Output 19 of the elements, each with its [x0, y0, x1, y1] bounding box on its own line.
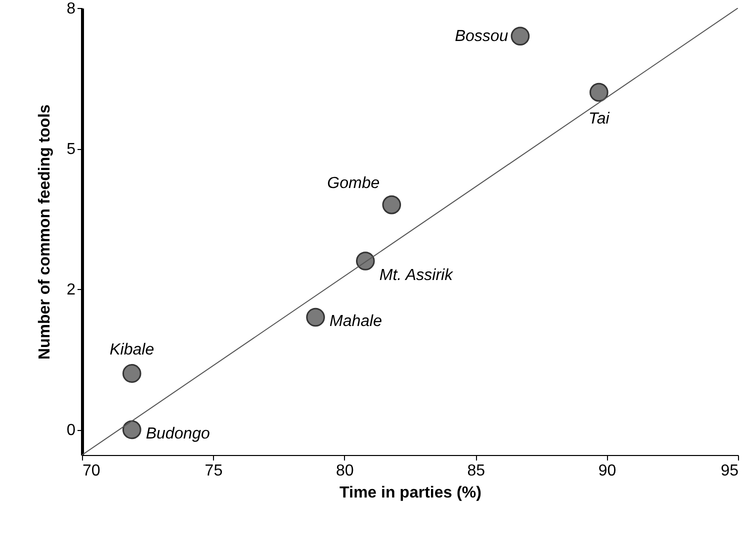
y-axis-title: Number of common feeding tools — [36, 104, 54, 360]
annotation: Mt. Assirik — [379, 267, 454, 284]
annotation: Gombe — [327, 174, 380, 192]
x-tick-label: 95 — [720, 462, 739, 480]
y-tick-label: 0 — [66, 422, 76, 440]
y-tick-label: 5 — [66, 141, 76, 158]
x-tick-label: 85 — [467, 462, 486, 480]
annotation: Kibale — [110, 341, 154, 358]
x-tick-label: 90 — [598, 462, 616, 480]
annotation: Mahale — [330, 313, 382, 330]
x-tick-label: 70 — [82, 462, 100, 480]
annotation: Tai — [588, 110, 610, 128]
x-tick-label: 80 — [336, 462, 354, 480]
x-tick-label: 75 — [204, 462, 223, 480]
annotation: Budongo — [146, 426, 210, 443]
x-axis-title: Time in parties (%) — [340, 484, 482, 502]
annotation: Bossou — [454, 28, 508, 46]
y-tick-label: 8 — [66, 0, 76, 18]
y-tick-label: 2 — [66, 282, 76, 299]
